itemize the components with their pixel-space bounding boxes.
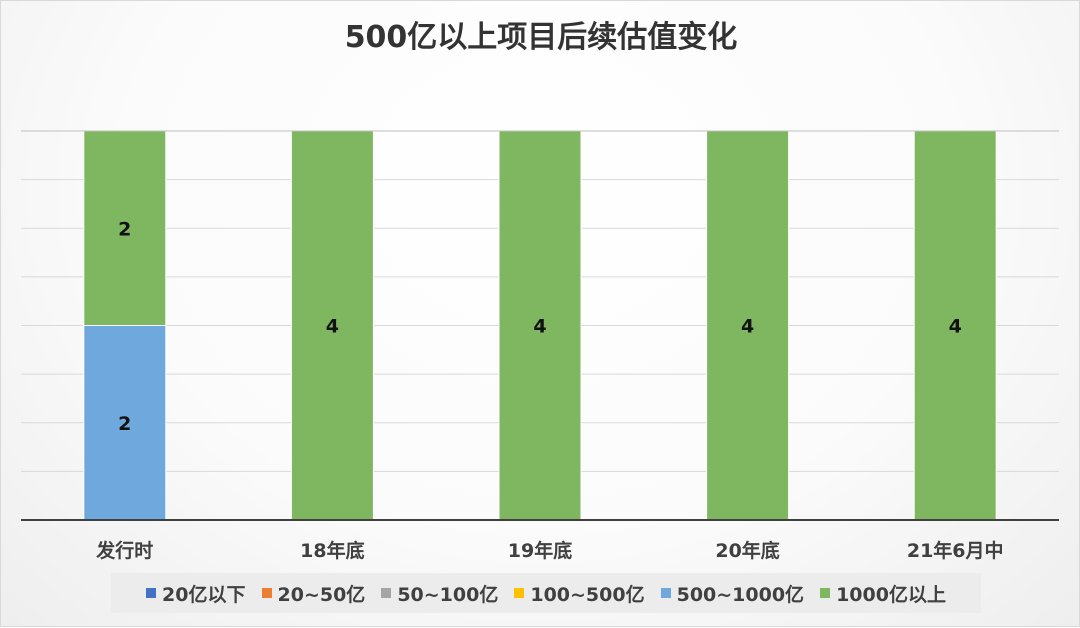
data-label: 4 — [741, 316, 754, 338]
data-label: 4 — [326, 316, 339, 338]
x-tick-label: 18年底 — [300, 539, 364, 562]
legend-label: 500~1000亿 — [676, 583, 805, 606]
legend-item: 500~1000亿 — [660, 580, 805, 607]
chart-legend: 20亿以下 20~50亿 50~100亿 100~500亿 500~1000亿 1000亿… — [111, 573, 981, 613]
legend-swatch — [660, 588, 671, 598]
legend-label: 100~500亿 — [530, 583, 645, 606]
x-tick-label: 19年底 — [508, 539, 572, 562]
legend-swatch — [514, 588, 525, 598]
x-tick-label: 发行时 — [95, 539, 153, 562]
legend-swatch — [146, 588, 157, 598]
bar-segment — [83, 325, 167, 521]
legend-item: 20~50亿 — [261, 580, 366, 607]
bar-segment — [498, 130, 582, 521]
x-tick-label: 20年底 — [715, 539, 779, 562]
legend-swatch — [261, 588, 272, 598]
legend-item: 20亿以下 — [146, 580, 246, 607]
legend-label: 50~100亿 — [397, 583, 499, 606]
data-label: 4 — [949, 316, 962, 338]
chart-title: 500亿以上项目后续估值变化 — [344, 20, 738, 55]
legend-item: 1000亿以上 — [820, 580, 946, 607]
bar-segment — [290, 130, 374, 521]
bar-segment — [706, 130, 790, 521]
legend-label: 20~50亿 — [277, 583, 366, 606]
legend-label: 20亿以下 — [162, 583, 246, 606]
data-label: 2 — [118, 218, 131, 240]
legend-label: 1000亿以上 — [836, 583, 946, 606]
data-label: 4 — [533, 316, 546, 338]
x-tick-label: 21年6月中 — [907, 539, 1004, 562]
legend-item: 100~500亿 — [514, 580, 645, 607]
legend-swatch — [820, 588, 831, 598]
legend-swatch — [381, 588, 392, 598]
bar-segment — [83, 130, 167, 326]
data-label: 2 — [118, 413, 131, 435]
bar-segment — [913, 130, 997, 521]
legend-item: 50~100亿 — [381, 580, 498, 607]
